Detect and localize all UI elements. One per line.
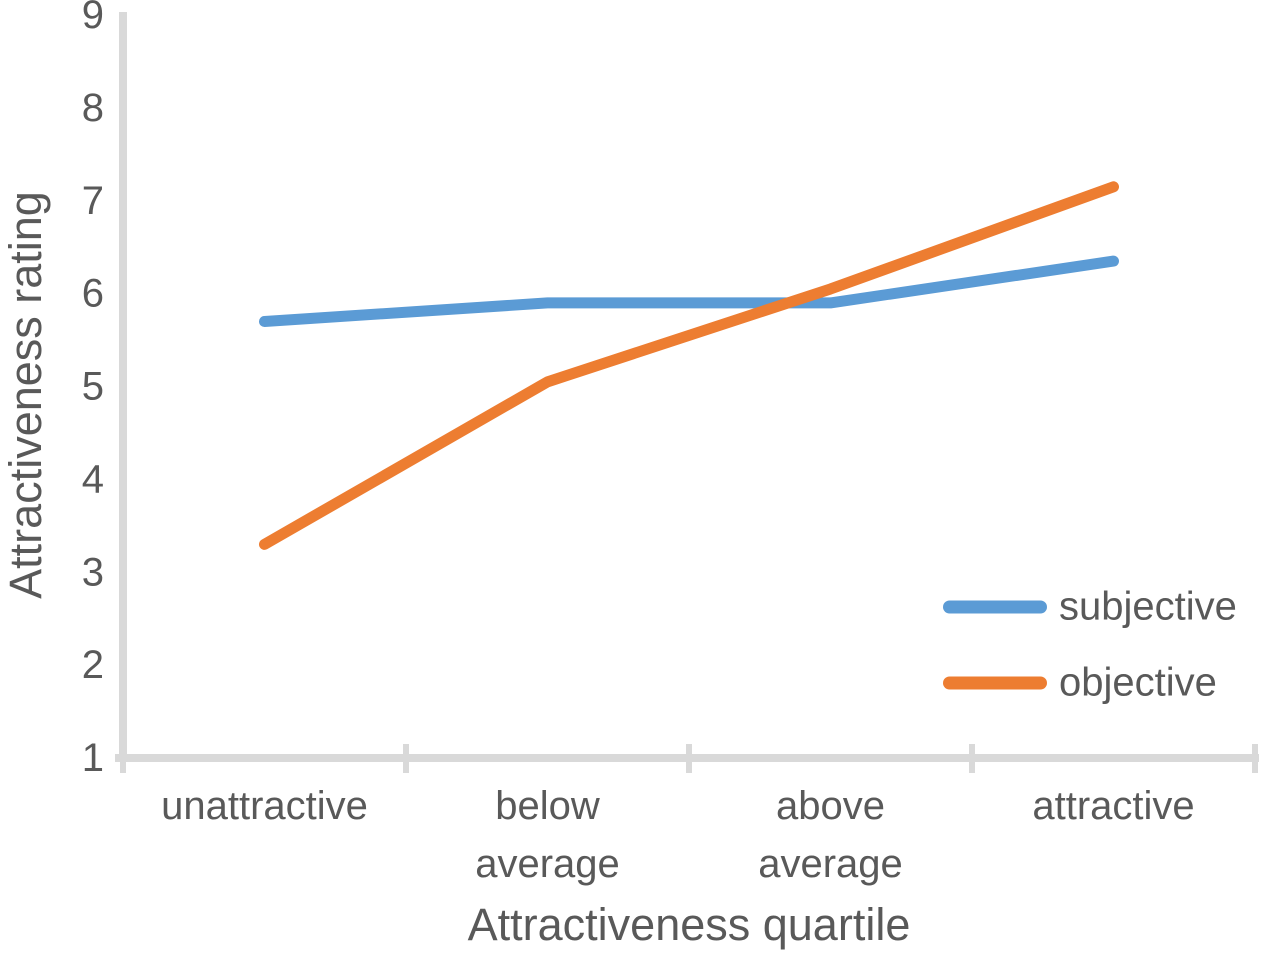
x-tick-label: above <box>776 784 885 828</box>
y-tick-label: 9 <box>82 0 104 37</box>
y-tick-label: 3 <box>82 550 104 594</box>
x-tick-label: average <box>475 842 620 886</box>
legend-label-objective: objective <box>1059 660 1217 705</box>
y-tick-label: 4 <box>82 457 104 501</box>
x-tick-label: unattractive <box>161 784 368 828</box>
legend-label-subjective: subjective <box>1059 584 1237 629</box>
x-tick-label: below <box>495 784 600 828</box>
x-tick-label: attractive <box>1032 784 1194 828</box>
subjective-line <box>259 255 1119 327</box>
objective-line-swatch <box>943 676 1047 690</box>
y-tick-label: 6 <box>82 272 104 316</box>
x-tick-label: average <box>758 842 903 886</box>
y-axis-title: Attractiveness rating <box>0 191 51 599</box>
y-tick-label: 7 <box>82 179 104 223</box>
y-tick-label: 1 <box>82 736 104 780</box>
y-tick-label: 2 <box>82 643 104 687</box>
y-tick-label: 5 <box>82 365 104 409</box>
legend-item-subjective: subjective <box>943 585 1237 630</box>
x-axis-title: Attractiveness quartile <box>467 899 911 950</box>
objective-line <box>259 181 1119 550</box>
subjective-line-swatch <box>943 600 1047 614</box>
y-tick-label: 8 <box>82 86 104 130</box>
legend-item-objective: objective <box>943 661 1217 706</box>
